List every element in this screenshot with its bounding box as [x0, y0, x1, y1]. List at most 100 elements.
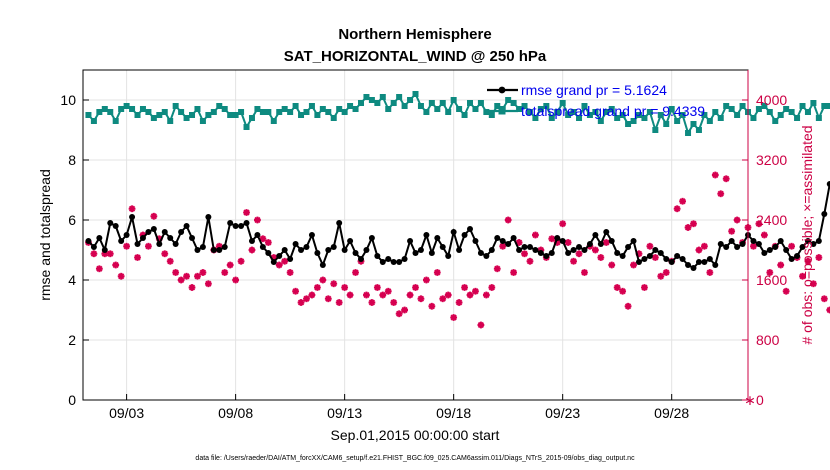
- obs-assimilated-marker: [177, 276, 185, 284]
- totalspread-point: [172, 103, 179, 109]
- rmse-point: [118, 238, 125, 244]
- rmse-point: [472, 238, 479, 244]
- rmse-point: [625, 244, 632, 250]
- obs-marker-stroke: [112, 261, 119, 269]
- obs-assimilated-marker: [439, 295, 447, 303]
- rmse-point: [96, 235, 103, 241]
- obs-assimilated-marker: [341, 284, 349, 291]
- rmse-point: [467, 226, 474, 232]
- obs-marker-stroke: [308, 291, 316, 299]
- rmse-point: [259, 244, 266, 250]
- obs-marker-stroke: [395, 310, 403, 317]
- rmse-point: [810, 241, 817, 247]
- obs-marker-stroke: [521, 250, 528, 257]
- obs-assimilated-marker: [777, 261, 785, 269]
- obs-assimilated-marker: [145, 242, 152, 250]
- obs-assimilated-marker: [575, 250, 583, 258]
- rmse-point: [292, 241, 299, 247]
- obs-assimilated-marker: [510, 269, 518, 276]
- totalspread-point: [199, 118, 206, 124]
- totalspread-point: [510, 100, 517, 106]
- totalspread-point: [139, 106, 146, 112]
- obs-assimilated-marker: [444, 291, 452, 299]
- obs-marker-stroke: [673, 205, 681, 212]
- obs-marker-stroke: [750, 243, 757, 250]
- obs-marker-stroke: [712, 171, 719, 179]
- rmse-point: [516, 247, 523, 253]
- totalspread-point: [210, 109, 217, 115]
- obs-marker-stroke: [183, 273, 190, 280]
- obs-marker-stroke: [254, 216, 261, 224]
- obs-marker-stroke: [783, 288, 790, 295]
- y-right-tick-label: 2400: [756, 212, 787, 228]
- obs-assimilated-marker: [308, 291, 316, 299]
- totalspread-point: [565, 112, 572, 118]
- y-right-tick-label: 3200: [756, 152, 787, 168]
- totalspread-point: [532, 115, 539, 121]
- totalspread-point: [668, 106, 675, 112]
- obs-zero-marker: ∗: [744, 392, 756, 408]
- x-tick-label: 09/23: [545, 405, 580, 421]
- obs-marker-stroke: [297, 299, 305, 306]
- totalspread-point: [755, 106, 762, 112]
- obs-assimilated-marker: [466, 291, 474, 299]
- legend-rmse-marker: [498, 86, 506, 94]
- obs-assimilated-marker: [232, 276, 240, 284]
- obs-assimilated-marker: [292, 287, 299, 295]
- obs-marker-stroke: [706, 269, 713, 276]
- y-axis-label: rmse and totalspread: [37, 169, 53, 301]
- totalspread-point: [150, 115, 157, 121]
- rmse-point: [548, 250, 555, 256]
- rmse-point: [161, 229, 168, 235]
- obs-assimilated-marker: [204, 280, 212, 288]
- obs-marker-stroke: [581, 269, 588, 276]
- totalspread-point: [134, 112, 141, 118]
- obs-assimilated-marker: [755, 220, 763, 228]
- totalspread-point: [810, 100, 817, 106]
- rmse-point: [750, 238, 757, 244]
- totalspread-point: [101, 106, 108, 112]
- rmse-point: [794, 253, 801, 259]
- rmse-point: [248, 238, 255, 244]
- totalspread-point: [701, 112, 708, 118]
- totalspread-point: [772, 118, 779, 124]
- totalspread-point: [608, 106, 615, 112]
- totalspread-point: [559, 100, 566, 106]
- totalspread-point: [450, 97, 457, 103]
- obs-assimilated-marker: [624, 302, 632, 310]
- rmse-point: [635, 259, 642, 265]
- obs-assimilated-marker: [766, 269, 774, 276]
- rmse-point: [804, 238, 811, 244]
- obs-assimilated-marker: [134, 254, 141, 261]
- rmse-point: [663, 256, 670, 262]
- totalspread-point: [494, 103, 501, 109]
- obs-assimilated-marker: [303, 295, 310, 303]
- totalspread-point: [308, 103, 315, 109]
- rmse-point: [178, 229, 185, 235]
- totalspread-point: [161, 109, 168, 115]
- rmse-point: [701, 259, 708, 265]
- rmse-point: [183, 223, 190, 229]
- obs-marker-stroke: [701, 243, 708, 250]
- rmse-point: [554, 235, 561, 241]
- rmse-point: [428, 250, 435, 256]
- totalspread-point: [238, 109, 245, 115]
- totalspread-point: [123, 103, 130, 109]
- rmse-point: [445, 253, 452, 259]
- obs-assimilated-marker: [820, 295, 828, 303]
- y-tick-label: 10: [60, 92, 76, 108]
- rmse-point: [417, 247, 424, 253]
- obs-marker-stroke: [188, 284, 196, 291]
- obs-marker-stroke: [330, 280, 337, 287]
- totalspread-point: [554, 109, 561, 115]
- obs-marker-stroke: [532, 231, 539, 239]
- rmse-point: [90, 244, 97, 250]
- rmse-point: [505, 241, 512, 247]
- obs-marker-stroke: [385, 288, 392, 295]
- rmse-point: [368, 235, 375, 241]
- totalspread-point: [439, 100, 446, 106]
- obs-assimilated-marker: [363, 291, 370, 299]
- obs-marker-stroke: [336, 299, 343, 306]
- rmse-point: [101, 247, 108, 253]
- totalspread-point: [750, 115, 757, 121]
